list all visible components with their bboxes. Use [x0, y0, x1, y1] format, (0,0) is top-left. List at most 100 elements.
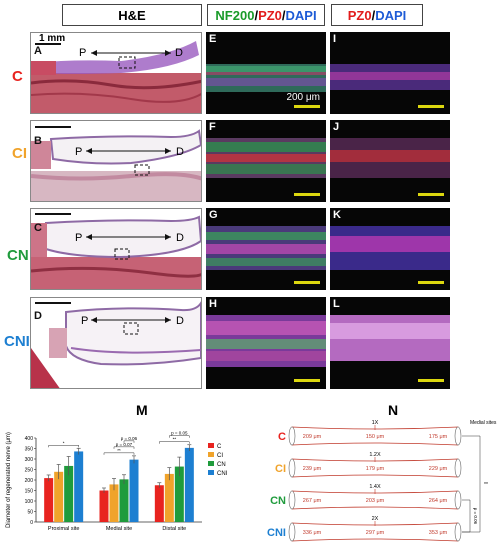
y-tick-label: 400	[25, 436, 34, 442]
x-tick-label: Medial site	[106, 526, 132, 532]
legend-label-ci: CI	[217, 453, 223, 459]
fluor-panel-f: F	[206, 120, 326, 202]
panel-letter-m: M	[136, 402, 148, 418]
fluor-panel-k: K	[330, 208, 450, 290]
slash: /	[254, 7, 259, 23]
fluor-image-i	[330, 64, 450, 108]
diagram-n: 1X 209 μm 150 μm 175 μm C 1.2X 239 μm 179 μm 229…	[267, 420, 497, 542]
diam-left: 336 μm	[303, 530, 322, 536]
fluor-panel-h: H	[206, 297, 326, 389]
row-label-cni: CNI	[4, 333, 30, 350]
panel-letter-f: F	[209, 121, 216, 133]
bar-cn-0	[64, 465, 74, 522]
he-panel-d: D P D	[30, 297, 202, 389]
sig-outer-label: **	[484, 482, 488, 488]
sig-bracket	[113, 446, 135, 449]
y-tick-label: 150	[25, 489, 34, 495]
panel-letter-b: B	[34, 135, 42, 147]
nerve-end	[454, 458, 462, 478]
row-label-c: C	[278, 431, 286, 443]
y-tick-label: 200	[25, 478, 34, 484]
diam-right: 353 μm	[429, 530, 448, 536]
row-label-c: C	[12, 68, 23, 85]
label-proximal: P	[75, 232, 83, 244]
panel-letter-c: C	[34, 222, 42, 234]
sig-bracket-outer	[462, 435, 481, 533]
row-label-ci: CI	[12, 145, 27, 162]
nerve-end	[288, 426, 296, 446]
diam-mid: 150 μm	[366, 434, 385, 440]
panel-letter-g: G	[209, 209, 218, 221]
fluor-image-e	[206, 64, 326, 108]
nerve-end	[454, 426, 462, 446]
y-tick-label: 50	[27, 510, 33, 516]
nerve-end	[454, 490, 462, 510]
ratio-label: 1.2X	[369, 452, 381, 458]
he-panel-c: C P D	[30, 208, 202, 290]
panel-letter-j: J	[333, 121, 340, 133]
legend-label-c: C	[217, 444, 222, 450]
label-dapi: DAPI	[375, 7, 407, 23]
he-panel-b: B P D	[30, 120, 202, 202]
y-axis-label: Diameter of regenerated nerve (μm)	[6, 432, 12, 528]
y-tick-label: 350	[25, 447, 34, 453]
fluor-panel-g: G	[206, 208, 326, 290]
scale-label-1mm: 1 mm	[39, 33, 66, 44]
he-image-d	[31, 301, 201, 388]
nerve-end	[454, 522, 462, 542]
label-proximal: P	[81, 315, 89, 327]
label-proximal: P	[75, 146, 83, 158]
bar-cni-2	[184, 447, 194, 522]
sig-label: p = 0.07	[116, 442, 133, 447]
chart-m: Diameter of regenerated nerve (μm) 0 50 100…	[6, 431, 228, 532]
slash: /	[371, 7, 376, 23]
bar-c-2	[154, 485, 164, 522]
label-pz0: PZ0	[347, 7, 372, 23]
label-distal: D	[176, 146, 184, 158]
label-distal: D	[176, 315, 184, 327]
header-pz0-dapi: PZ0/DAPI	[331, 4, 423, 26]
diam-mid: 203 μm	[366, 498, 385, 504]
panel-letter-l: L	[333, 298, 340, 310]
fluor-image-k	[330, 226, 450, 284]
fluor-image-j	[330, 138, 450, 196]
sig-bracket	[169, 435, 190, 438]
bar-ci-0	[54, 471, 64, 522]
legend-swatch-c	[208, 443, 214, 448]
legend-swatch-ci	[208, 452, 214, 457]
label-distal: D	[175, 47, 183, 59]
sig-bracket	[48, 445, 79, 448]
legend-label-cn: CN	[217, 462, 226, 468]
diam-mid: 297 μm	[366, 530, 385, 536]
row-label-ci: CI	[275, 463, 286, 475]
bar-cn-1	[119, 479, 129, 522]
x-tick-label: Distal site	[162, 526, 186, 532]
sig-label: **	[173, 437, 177, 442]
diam-left: 239 μm	[303, 466, 322, 472]
y-tick-label: 0	[30, 520, 33, 526]
panel-letter-h: H	[209, 298, 217, 310]
fluor-image-g	[206, 226, 326, 284]
fluor-panel-i: I	[330, 32, 450, 114]
label-dapi: DAPI	[285, 7, 317, 23]
fluor-image-f	[206, 138, 326, 196]
header-nf200-pz0-dapi: NF200/PZ0/DAPI	[207, 4, 325, 26]
label-distal: D	[176, 232, 184, 244]
x-tick-label: Proximal site	[48, 526, 79, 532]
panel-letter-a: A	[34, 45, 42, 57]
y-tick-label: 300	[25, 457, 34, 463]
ratio-label: 2X	[372, 516, 379, 522]
diam-right: 229 μm	[429, 466, 448, 472]
ratio-label: 1.4X	[369, 484, 381, 490]
bar-ci-1	[109, 484, 119, 522]
panel-letter-n: N	[388, 402, 399, 418]
sig-bracket	[159, 441, 190, 444]
nerve-end	[288, 490, 296, 510]
bar-ci-2	[164, 473, 174, 522]
row-label-cn: CN	[270, 495, 286, 507]
legend-swatch-cni	[208, 470, 214, 475]
label-nf200: NF200	[215, 7, 255, 23]
sig-inner-label: p = 0.06	[473, 508, 478, 525]
y-tick-label: 100	[25, 499, 34, 505]
fluor-image-h	[206, 315, 326, 382]
